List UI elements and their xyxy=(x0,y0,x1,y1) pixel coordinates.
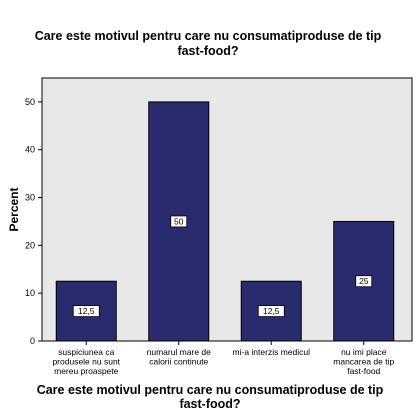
bar-value-label: 12,5 xyxy=(78,306,95,316)
chart-title-line: fast-food? xyxy=(177,44,238,58)
bar-value-label: 25 xyxy=(359,276,369,286)
x-category-label: mancarea de tip xyxy=(333,357,394,367)
bar-value-label: 12,5 xyxy=(263,306,280,316)
x-category-label: mereu proaspete xyxy=(54,366,119,376)
x-axis-label: Care este motivul pentru care nu consuma… xyxy=(37,383,384,411)
x-axis-title-line: Care este motivul pentru care nu consuma… xyxy=(37,383,384,397)
y-tick-label: 20 xyxy=(25,240,35,250)
bar-value-label-box xyxy=(257,305,285,318)
y-axis-label: Percent xyxy=(7,187,21,231)
y-tick-label: 40 xyxy=(25,145,35,155)
x-category-label: nu imi place xyxy=(341,347,387,357)
bars: 12,5 50 12,5 25 xyxy=(55,101,395,342)
chart-title-line: Care este motivul pentru care nu consuma… xyxy=(35,29,382,43)
bar-value-label-box xyxy=(355,275,373,288)
chart-title: Care este motivul pentru care nu consuma… xyxy=(35,29,382,58)
bar-value-label-box xyxy=(170,215,188,228)
x-axis-title-line: fast-food? xyxy=(179,397,240,411)
y-tick-label: 50 xyxy=(25,97,35,107)
x-category-label: calorii continute xyxy=(149,357,208,367)
y-tick-label: 10 xyxy=(25,288,35,298)
x-category-label: suspiciunea ca xyxy=(58,347,115,357)
bar-value-label: 50 xyxy=(174,216,184,226)
x-category-label: produsele nu sunt xyxy=(52,357,120,367)
x-category-label: numarul mare de xyxy=(147,347,212,357)
bar-value-label-box xyxy=(72,305,100,318)
y-axis: 0 10 20 30 40 50 xyxy=(25,97,42,346)
x-category-label: mi-a interzis medicul xyxy=(233,347,311,357)
y-tick-label: 0 xyxy=(30,336,35,346)
y-tick-label: 30 xyxy=(25,193,35,203)
x-category-label: fast-food xyxy=(347,366,380,376)
